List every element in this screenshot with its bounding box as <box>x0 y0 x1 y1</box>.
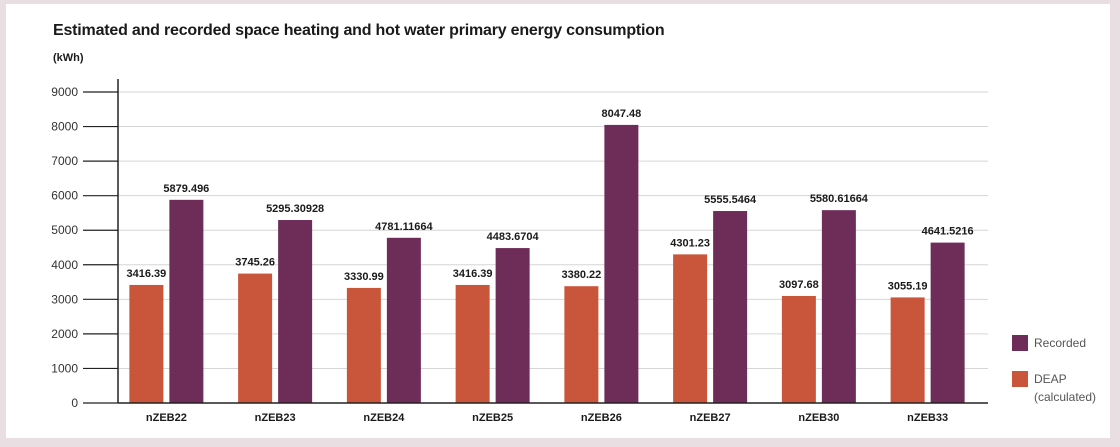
bar-recorded <box>713 211 748 403</box>
y-axis-unit: (kWh) <box>53 52 84 64</box>
y-tick-label: 3000 <box>51 292 78 306</box>
bar-deap <box>781 295 816 403</box>
x-tick-label: nZEB23 <box>255 412 296 424</box>
data-label: 3416.39 <box>453 268 493 280</box>
bar-deap <box>238 273 273 403</box>
bar-deap <box>129 284 164 403</box>
data-label: 5879.496 <box>163 183 209 195</box>
bar-recorded <box>495 248 530 403</box>
data-label: 4781.11664 <box>375 221 433 233</box>
bar-deap <box>890 297 925 403</box>
y-tick-label: 2000 <box>51 327 78 341</box>
x-tick-label: nZEB24 <box>363 412 405 424</box>
x-tick-label: nZEB26 <box>581 412 622 424</box>
x-tick-label: nZEB30 <box>798 412 839 424</box>
bar-deap <box>673 254 708 403</box>
legend-swatch <box>1012 335 1028 351</box>
data-label: 8047.48 <box>601 108 641 120</box>
data-label: 3380.22 <box>561 269 601 281</box>
data-label: 5555.5464 <box>704 194 757 206</box>
legend-label: DEAP <box>1034 372 1067 386</box>
bar-deap <box>564 286 599 403</box>
bar-recorded <box>386 237 421 403</box>
data-label: 4301.23 <box>670 237 710 249</box>
bar-deap <box>346 287 381 403</box>
x-tick-label: nZEB22 <box>146 412 187 424</box>
x-tick-label: nZEB33 <box>907 412 948 424</box>
y-tick-label: 5000 <box>51 223 78 237</box>
y-tick-label: 0 <box>71 396 78 410</box>
bar-recorded <box>169 199 204 403</box>
data-label: 3416.39 <box>126 268 166 280</box>
y-tick-label: 1000 <box>51 361 78 375</box>
legend-swatch <box>1012 371 1028 387</box>
chart-title: Estimated and recorded space heating and… <box>53 22 665 39</box>
data-label: 3097.68 <box>779 279 819 291</box>
data-label: 4483.6704 <box>487 231 540 243</box>
y-tick-label: 9000 <box>51 85 78 99</box>
x-tick-label: nZEB27 <box>690 412 731 424</box>
bar-recorded <box>604 124 639 403</box>
y-tick-label: 8000 <box>51 120 78 134</box>
legend-label: Recorded <box>1034 336 1087 350</box>
data-label: 5580.61664 <box>810 193 869 205</box>
bar-recorded <box>821 210 856 403</box>
data-label: 3745.26 <box>235 257 275 269</box>
y-tick-label: 7000 <box>51 154 78 168</box>
y-tick-label: 6000 <box>51 189 78 203</box>
bar-deap <box>455 284 490 403</box>
bar-recorded <box>930 242 965 403</box>
data-label: 3055.19 <box>888 280 928 292</box>
x-tick-label: nZEB25 <box>472 412 513 424</box>
y-tick-label: 4000 <box>51 258 78 272</box>
bar-recorded <box>278 220 313 403</box>
data-label: 3330.99 <box>344 271 384 283</box>
legend-label: (calculated) <box>1034 390 1097 404</box>
data-label: 5295.30928 <box>266 203 324 215</box>
data-label: 4641.5216 <box>922 226 974 238</box>
